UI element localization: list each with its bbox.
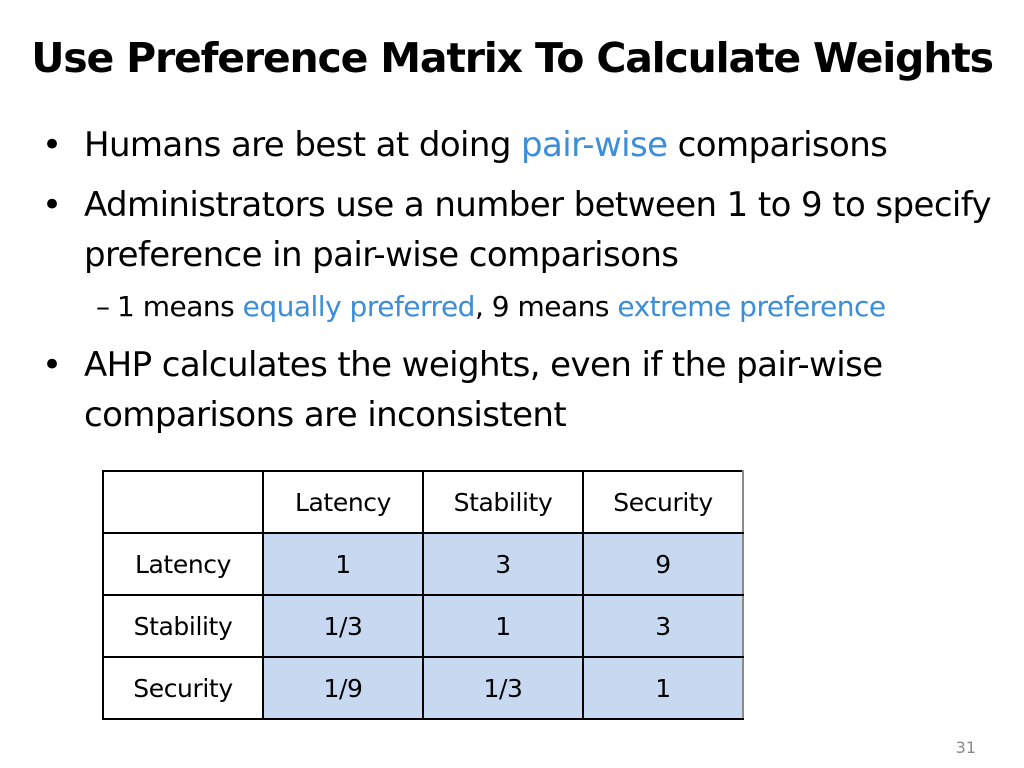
bullet-dot-icon: • [42,125,62,165]
slide-title: Use Preference Matrix To Calculate Weigh… [31,34,994,82]
bullet-list: • Humans are best at doing pair-wise com… [42,120,1017,450]
table-header-cell: Security [582,470,744,534]
bullet-1-text-post: comparisons [667,125,888,165]
table-row: Security 1/9 1/3 1 [102,656,744,720]
page-number: 31 [955,738,976,757]
table-header-cell: Stability [422,470,584,534]
table-cell: 3 [582,594,744,658]
table-row: Stability 1/3 1 3 [102,594,744,658]
bullet-dot-icon: • [42,345,62,385]
table-cell: 1 [262,532,424,596]
table-cell: 1 [422,594,584,658]
bullet-dot-icon: • [42,185,62,225]
sub-bullet-part2: , 9 means [474,290,618,323]
bullet-item-3: • AHP calculates the weights, even if th… [42,340,1017,440]
table-cell: 3 [422,532,584,596]
preference-matrix-table: Latency Stability Security Latency 1 3 9… [102,470,744,720]
table-row: Latency 1 3 9 [102,532,744,596]
bullet-item-2: • Administrators use a number between 1 … [42,180,1017,280]
row-label: Stability [102,594,264,658]
table-cell: 1/3 [262,594,424,658]
table-header-corner [102,470,264,534]
sub-bullet-highlight-2: extreme preference [617,290,886,323]
table-header-cell: Latency [262,470,424,534]
row-label: Latency [102,532,264,596]
row-label: Security [102,656,264,720]
bullet-1-highlight: pair-wise [521,125,668,165]
table-header-row: Latency Stability Security [102,470,744,534]
sub-bullet-highlight-1: equally preferred [242,290,476,323]
table-cell: 9 [582,532,744,596]
table-cell: 1/3 [422,656,584,720]
bullet-1-text-pre: Humans are best at doing [84,125,522,165]
bullet-3-text: AHP calculates the weights, even if the … [84,345,883,435]
sub-bullet-item: – 1 means equally preferred, 9 means ext… [42,286,1017,328]
table-cell: 1 [582,656,744,720]
table-cell: 1/9 [262,656,424,720]
bullet-2-text: Administrators use a number between 1 to… [84,185,992,275]
sub-bullet-part1: 1 means [117,290,243,323]
dash-icon: – [96,290,110,323]
bullet-item-1: • Humans are best at doing pair-wise com… [42,120,1017,170]
